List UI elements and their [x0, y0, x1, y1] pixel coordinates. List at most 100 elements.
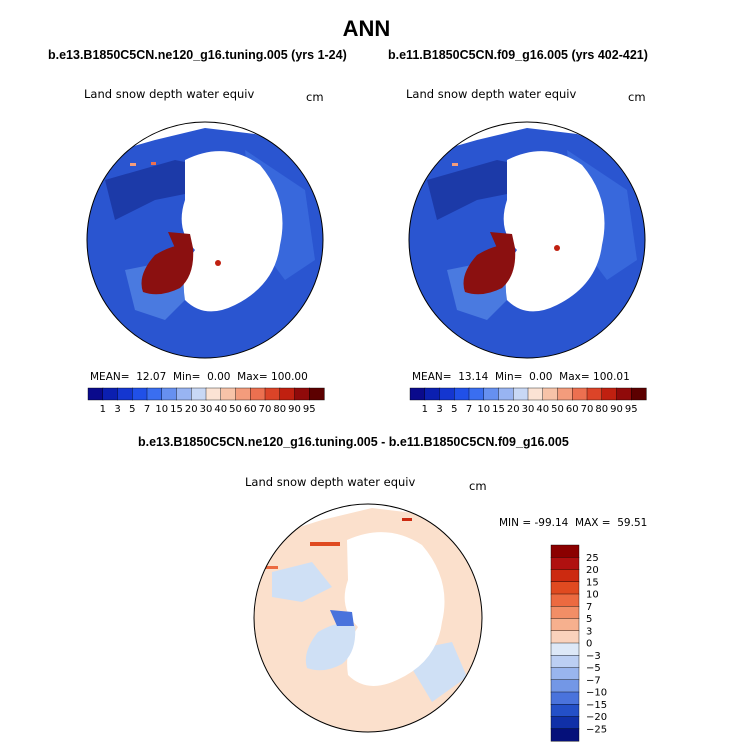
colorbar-swatch	[117, 387, 133, 401]
colorbar-swatch	[527, 387, 544, 401]
diff-colorbar-tick-label: −20	[586, 712, 607, 723]
panel-1-colorbar-labels: 1 3 5 7 10 15 20 30 40 50 60 70 80 90 95	[100, 404, 316, 415]
arctic-ocean	[181, 151, 283, 312]
colorbar-tick-label: 10	[155, 404, 168, 415]
colorbar-swatch	[409, 387, 426, 401]
colorbar-swatch	[235, 387, 251, 401]
colorbar-tick-label: 90	[610, 404, 623, 415]
panel-2-case-title: b.e11.B1850C5CN.f09_g16.005 (yrs 402-421…	[388, 48, 648, 62]
colorbar-swatch	[631, 387, 647, 401]
colorbar-swatch	[513, 387, 529, 401]
panel-1-colorbar	[87, 387, 325, 401]
colorbar-swatch	[264, 387, 281, 401]
colorbar-swatch	[498, 387, 514, 401]
diff-colorbar-swatch	[550, 544, 580, 558]
greenland	[141, 245, 194, 295]
colorbar-tick-label: 3	[114, 404, 120, 415]
diff-colorbar-swatch	[550, 557, 580, 571]
diff-colorbar-swatch	[550, 667, 580, 681]
colorbar-tick-label: 1	[100, 404, 106, 415]
diff-colorbar-tick-label: 10	[586, 590, 599, 601]
panel-2-colorbar-labels: 1 3 5 7 10 15 20 30 40 50 60 70 80 90 95	[422, 404, 638, 415]
colorbar-tick-label: 3	[436, 404, 442, 415]
panel-1-stats: MEAN= 12.07 Min= 0.00 Max= 100.00	[90, 371, 308, 383]
colorbar-tick-label: 5	[129, 404, 135, 415]
diff-colorbar-tick-label: −25	[586, 724, 607, 735]
colorbar-swatch	[250, 387, 266, 401]
diff-colorbar-swatch	[550, 630, 580, 644]
colorbar-tick-label: 15	[170, 404, 183, 415]
colorbar-swatch	[483, 387, 500, 401]
colorbar-swatch	[132, 387, 148, 401]
panel-2-units: cm	[628, 90, 646, 104]
colorbar-swatch	[424, 387, 441, 401]
diff-minmax: MIN = -99.14 MAX = 59.51	[499, 517, 648, 529]
colorbar-swatch	[572, 387, 588, 401]
colorbar-swatch	[557, 387, 573, 401]
colorbar-swatch	[146, 387, 163, 401]
colorbar-swatch	[601, 387, 618, 401]
diff-colorbar-swatch	[550, 618, 580, 632]
diff-colorbar-swatch	[550, 728, 580, 742]
panel-2-stats: MEAN= 13.14 Min= 0.00 Max= 100.01	[412, 371, 630, 383]
diff-colorbar-tick-label: 7	[586, 602, 592, 613]
diff-colorbar-swatch	[550, 606, 580, 620]
diff-colorbar-swatch	[550, 642, 580, 656]
colorbar-tick-label: 50	[551, 404, 564, 415]
diff-colorbar-tick-label: 3	[586, 626, 592, 637]
colorbar-tick-label: 30	[522, 404, 535, 415]
colorbar-tick-label: 70	[581, 404, 594, 415]
colorbar-tick-label: 80	[595, 404, 608, 415]
colorbar-tick-label: 50	[229, 404, 242, 415]
panel-1-variable-label: Land snow depth water equiv	[84, 87, 255, 101]
greenland	[305, 623, 356, 671]
diff-colorbar	[550, 544, 580, 742]
colorbar-tick-label: 95	[303, 404, 316, 415]
colorbar-tick-label: 70	[259, 404, 272, 415]
panel-2-variable-label: Land snow depth water equiv	[406, 87, 577, 101]
colorbar-swatch	[87, 387, 104, 401]
colorbar-swatch	[468, 387, 485, 401]
colorbar-tick-label: 90	[288, 404, 301, 415]
panel-2-colorbar	[409, 387, 647, 401]
colorbar-swatch	[161, 387, 178, 401]
arctic-ocean	[503, 151, 605, 312]
diff-colorbar-tick-label: 0	[586, 639, 592, 650]
diff-colorbar-tick-label: −10	[586, 688, 607, 699]
colorbar-tick-label: 7	[466, 404, 472, 415]
colorbar-tick-label: 20	[185, 404, 198, 415]
colorbar-tick-label: 40	[536, 404, 549, 415]
colorbar-swatch	[454, 387, 470, 401]
diff-colorbar-tick-label: 25	[586, 553, 599, 564]
main-title: ANN	[342, 16, 391, 41]
arctic-ocean	[344, 532, 445, 686]
diff-colorbar-swatch	[550, 593, 580, 607]
diff-colorbar-swatch	[550, 655, 580, 669]
panel-2-map	[408, 121, 646, 359]
diff-colorbar-tick-label: 15	[586, 577, 599, 588]
diff-variable-label: Land snow depth water equiv	[245, 475, 416, 489]
diff-colorbar-swatch	[550, 679, 580, 693]
diff-map	[253, 503, 483, 733]
diff-units: cm	[469, 479, 487, 493]
diff-colorbar-swatch	[550, 691, 580, 705]
diff-colorbar-swatch	[550, 581, 580, 595]
colorbar-tick-label: 80	[273, 404, 286, 415]
colorbar-swatch	[176, 387, 192, 401]
colorbar-swatch	[191, 387, 207, 401]
colorbar-tick-label: 10	[477, 404, 490, 415]
colorbar-swatch	[616, 387, 632, 401]
diff-colorbar-tick-label: −15	[586, 700, 607, 711]
panel-1-units: cm	[306, 90, 324, 104]
panel-1-case-title: b.e13.B1850C5CN.ne120_g16.tuning.005 (yr…	[48, 48, 347, 62]
colorbar-swatch	[220, 387, 237, 401]
colorbar-swatch	[294, 387, 310, 401]
colorbar-tick-label: 5	[451, 404, 457, 415]
diff-colorbar-swatch	[550, 704, 580, 718]
panel-1-map	[86, 121, 324, 359]
diff-title: b.e13.B1850C5CN.ne120_g16.tuning.005 - b…	[138, 435, 569, 449]
diff-colorbar-tick-label: 5	[586, 614, 592, 625]
diff-colorbar-tick-label: −3	[586, 651, 601, 662]
colorbar-tick-label: 1	[422, 404, 428, 415]
